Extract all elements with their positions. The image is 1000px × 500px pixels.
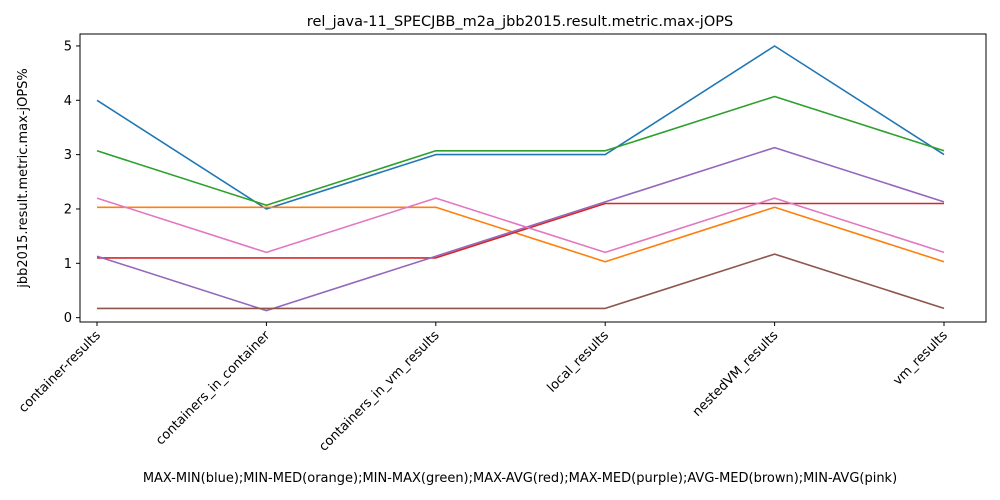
- plot-area-frame: [79, 33, 987, 323]
- x-axis: container-results containers_in_container…: [16, 322, 951, 455]
- x-tick-label: vm_results: [890, 328, 951, 389]
- y-axis-label: jbb2015.result.metric.max-jOPS%: [16, 68, 31, 289]
- y-tick-label: 2: [64, 202, 72, 217]
- series-line: [97, 206, 945, 263]
- x-tick-label: nestedVM_results: [690, 328, 782, 420]
- y-axis: 0 1 2 3 4 5: [64, 39, 80, 326]
- series-line: [97, 253, 945, 310]
- series-line: [96, 95, 945, 206]
- x-tick-label: containers_in_container: [153, 328, 274, 449]
- x-axis-label: MAX-MIN(blue);MIN-MED(orange);MIN-MAX(gr…: [143, 471, 897, 486]
- series-line: [96, 45, 945, 210]
- series-layer: [96, 45, 945, 312]
- x-tick-label: container-results: [16, 328, 104, 416]
- series-line: [96, 146, 945, 312]
- y-tick-label: 3: [64, 148, 72, 163]
- y-tick-label: 5: [64, 39, 72, 54]
- y-tick-label: 0: [64, 311, 72, 326]
- y-tick-label: 4: [64, 94, 72, 109]
- x-tick-label: local_results: [545, 328, 613, 396]
- series-line: [97, 202, 944, 259]
- x-tick-label: containers_in_vm_results: [316, 328, 442, 454]
- chart-title: rel_java-11_SPECJBB_m2a_jbb2015.result.m…: [307, 14, 733, 30]
- y-tick-label: 1: [64, 257, 72, 272]
- series-line: [96, 197, 945, 254]
